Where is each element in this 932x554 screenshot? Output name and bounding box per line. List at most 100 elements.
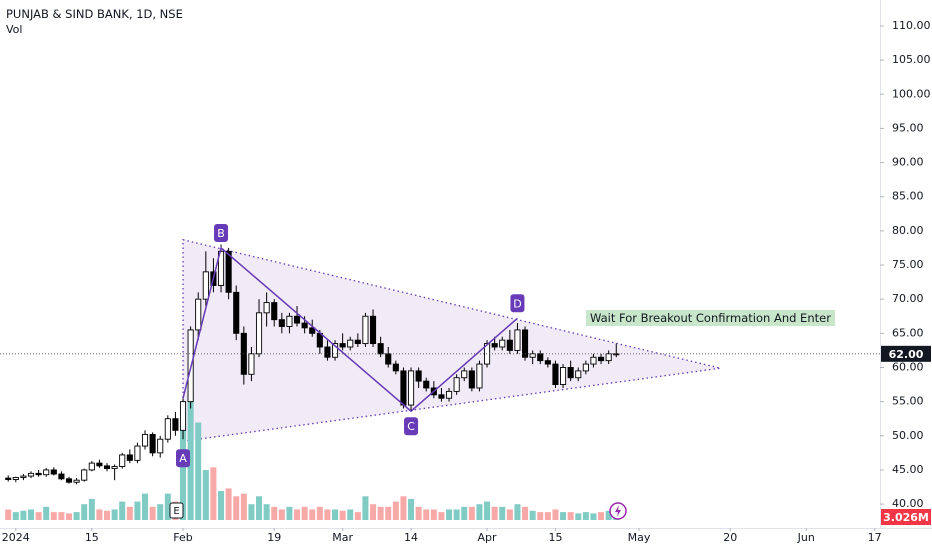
candle-body (377, 343, 384, 355)
x-tick-label: 2024 (2, 531, 30, 544)
volume-bar (73, 512, 80, 520)
volume-bar (301, 506, 308, 520)
candle-body (278, 319, 285, 327)
volume-bar (453, 509, 460, 520)
y-tick-label: 65.00 (892, 326, 924, 339)
candle-body (35, 472, 42, 476)
candle-body (560, 367, 567, 386)
candle-body (506, 339, 513, 351)
x-tick-label: 14 (404, 531, 418, 544)
point-label-box (214, 223, 229, 242)
candle-body (415, 370, 422, 382)
volume-bar (157, 504, 164, 520)
candle-body (453, 377, 460, 392)
y-tick-label: 55.00 (892, 395, 924, 408)
candle-body (369, 315, 377, 345)
zigzag-line (182, 246, 518, 413)
volume-bar (134, 501, 141, 520)
volume-bar (96, 509, 103, 520)
y-tick-label: 60.00 (892, 360, 924, 373)
volume-bar (66, 513, 73, 520)
candle-body (407, 370, 415, 406)
volume-bar (81, 504, 88, 520)
volume-bar (514, 504, 521, 520)
volume-bar (58, 512, 65, 520)
x-tick-label: Apr (478, 531, 498, 544)
candle-body (499, 339, 506, 348)
candle-body (385, 353, 392, 365)
y-tick-label: 50.00 (892, 429, 924, 442)
x-tick-label: 15 (548, 531, 562, 544)
volume-bar (552, 509, 559, 520)
candle-body (392, 363, 399, 372)
point-label: B (217, 227, 225, 240)
candle-body (5, 477, 12, 480)
y-tick-label: 110.00 (892, 19, 931, 32)
candle-body (423, 380, 430, 389)
volume-bar (575, 513, 582, 520)
volume-bar (537, 512, 544, 520)
volume-bar (111, 509, 118, 520)
volume-bar (164, 493, 171, 520)
candle-body (179, 401, 187, 431)
candle-body (468, 370, 475, 389)
candle-body (195, 298, 202, 331)
volume-bar (225, 488, 232, 520)
candle-body (248, 353, 255, 375)
x-tick-label: 19 (267, 531, 281, 544)
candle-body (309, 327, 316, 334)
volume-bar (491, 506, 498, 520)
volume-bar (560, 512, 567, 520)
candle-body (149, 433, 156, 454)
candle-body (20, 475, 27, 478)
y-tick-label: 105.00 (892, 53, 931, 66)
volume-bar (339, 510, 346, 520)
candle-body (134, 445, 141, 461)
candle-body (293, 315, 301, 324)
candle-body (438, 394, 445, 399)
point-label: C (407, 420, 415, 433)
y-tick-label: 85.00 (892, 190, 924, 203)
volume-tag-label: 3.026M (883, 511, 929, 524)
candle-body (233, 291, 240, 334)
point-label: A (179, 452, 187, 465)
last-price-label: 62.00 (889, 348, 924, 361)
volume-bar (240, 493, 247, 520)
volume-bar (5, 509, 12, 520)
y-tick-label: 95.00 (892, 121, 924, 134)
candle-body (119, 454, 126, 467)
volume-bar (461, 506, 468, 520)
candle-body (514, 329, 521, 351)
candle-body (552, 363, 559, 386)
volume-bar (263, 504, 270, 520)
x-tick-label: 17 (868, 531, 882, 544)
volume-bar (598, 512, 605, 520)
last-price-tag (881, 345, 931, 362)
volume-bar (119, 501, 126, 520)
symbol-title: PUNJAB & SIND BANK, 1D, NSE (6, 7, 183, 21)
candle-body (58, 473, 65, 480)
volume-bar (499, 506, 506, 520)
candle-body (126, 454, 133, 461)
volume-bar (187, 393, 194, 520)
volume-bar (377, 506, 384, 520)
volume-bar (28, 509, 35, 520)
candle-body (582, 363, 589, 372)
candle-body (286, 315, 293, 327)
x-tick-label: 15 (85, 531, 99, 544)
x-tick-label: Feb (173, 531, 192, 544)
earnings-marker: E (173, 506, 179, 517)
volume-bar (35, 512, 42, 520)
candle-body (362, 315, 369, 345)
candle-body (73, 479, 80, 483)
candle-body (339, 343, 346, 348)
candle-body (263, 302, 270, 314)
candle-body (605, 353, 612, 362)
candle-body (111, 466, 118, 470)
candle-body (43, 469, 50, 476)
volume-bar (12, 512, 19, 520)
volume-bar (88, 498, 95, 520)
lightning-bolt (615, 505, 621, 517)
volume-bar (126, 506, 133, 520)
